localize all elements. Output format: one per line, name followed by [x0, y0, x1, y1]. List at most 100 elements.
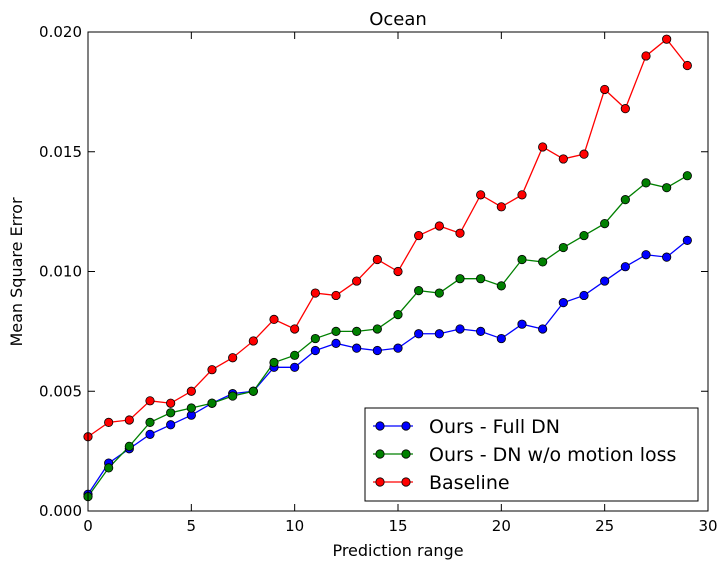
data-point — [434, 221, 444, 231]
data-point — [455, 274, 465, 284]
legend-marker — [401, 449, 411, 459]
data-point — [104, 463, 114, 473]
data-point — [579, 290, 589, 301]
data-point — [124, 441, 134, 451]
data-point — [228, 353, 238, 363]
data-point — [331, 290, 341, 301]
data-point — [145, 417, 155, 427]
data-point — [558, 298, 568, 308]
data-point — [393, 266, 403, 277]
data-point — [641, 178, 651, 188]
y-tick-label: 0.020 — [39, 23, 82, 41]
data-point — [310, 333, 320, 344]
x-tick-label: 30 — [698, 517, 717, 535]
data-point — [393, 343, 403, 353]
data-point — [352, 343, 362, 353]
data-point — [331, 338, 341, 348]
data-point — [496, 333, 506, 344]
data-point — [269, 314, 279, 324]
data-point — [455, 228, 465, 238]
data-point — [269, 357, 279, 368]
x-tick-label: 0 — [83, 517, 93, 535]
data-point — [248, 386, 258, 396]
data-point — [600, 219, 610, 229]
data-point — [331, 326, 341, 336]
x-tick-label: 15 — [388, 517, 407, 535]
y-tick-label: 0.015 — [39, 143, 82, 161]
data-point — [166, 408, 176, 418]
data-point — [352, 276, 362, 286]
plot-area — [83, 34, 692, 502]
legend-label-2: Baseline — [429, 472, 510, 494]
data-point — [517, 254, 527, 265]
data-point — [579, 230, 589, 241]
data-point — [682, 235, 692, 245]
data-point — [662, 183, 672, 193]
data-point — [538, 324, 548, 334]
x-tick-label: 5 — [187, 517, 197, 535]
data-point — [620, 104, 630, 114]
data-point — [290, 350, 300, 360]
axis-ticks: 0 5 10 15 20 25 30 0.000 0.005 0.010 0.015 0.020 — [39, 23, 718, 535]
data-point — [166, 420, 176, 430]
data-point — [104, 417, 114, 427]
x-tick-label: 20 — [492, 517, 511, 535]
data-point — [538, 257, 548, 267]
y-axis-label: Mean Square Error — [7, 197, 26, 347]
data-point — [517, 190, 527, 200]
data-point — [414, 286, 424, 296]
chart-title: Ocean — [369, 9, 427, 30]
data-point — [538, 142, 548, 152]
data-point — [620, 262, 630, 272]
data-point — [434, 288, 444, 298]
data-point — [414, 329, 424, 339]
y-tick-label: 0.010 — [39, 263, 82, 281]
x-tick-label: 25 — [595, 517, 614, 535]
legend-marker — [375, 477, 385, 487]
data-point — [290, 362, 300, 372]
data-point — [434, 329, 444, 339]
data-point — [248, 336, 258, 346]
data-point — [145, 396, 155, 406]
data-point — [496, 281, 506, 291]
data-point — [558, 154, 568, 164]
legend-label-1: Ours - DN w/o motion loss — [429, 444, 676, 466]
data-point — [310, 345, 320, 356]
y-tick-label: 0.005 — [39, 382, 82, 400]
data-point — [310, 288, 320, 298]
data-point — [641, 250, 651, 260]
data-point — [372, 345, 382, 356]
data-point — [600, 84, 610, 95]
data-point — [682, 60, 692, 71]
data-point — [207, 365, 217, 375]
data-point — [352, 326, 362, 336]
data-point — [124, 415, 134, 425]
data-point — [393, 310, 403, 320]
data-point — [579, 149, 589, 159]
legend: Ours - Full DN Ours - DN w/o motion loss B… — [364, 407, 699, 502]
data-point — [641, 51, 651, 61]
legend-box — [364, 407, 699, 502]
data-point — [620, 195, 630, 205]
legend-marker — [401, 421, 411, 431]
data-point — [476, 326, 486, 336]
data-point — [372, 324, 382, 334]
data-point — [414, 230, 424, 241]
data-point — [476, 190, 486, 200]
data-point — [558, 242, 568, 253]
x-tick-label: 10 — [285, 517, 304, 535]
y-tick-label: 0.000 — [39, 502, 82, 520]
data-point — [145, 429, 155, 439]
data-point — [455, 324, 465, 334]
series-line-2 — [87, 38, 688, 438]
legend-marker — [375, 449, 385, 459]
data-point — [682, 171, 692, 181]
data-point — [600, 276, 610, 286]
legend-marker — [375, 421, 385, 431]
data-point — [186, 403, 196, 413]
data-point — [207, 398, 217, 408]
data-point — [517, 319, 527, 329]
data-point — [372, 254, 382, 265]
data-point — [228, 391, 238, 401]
